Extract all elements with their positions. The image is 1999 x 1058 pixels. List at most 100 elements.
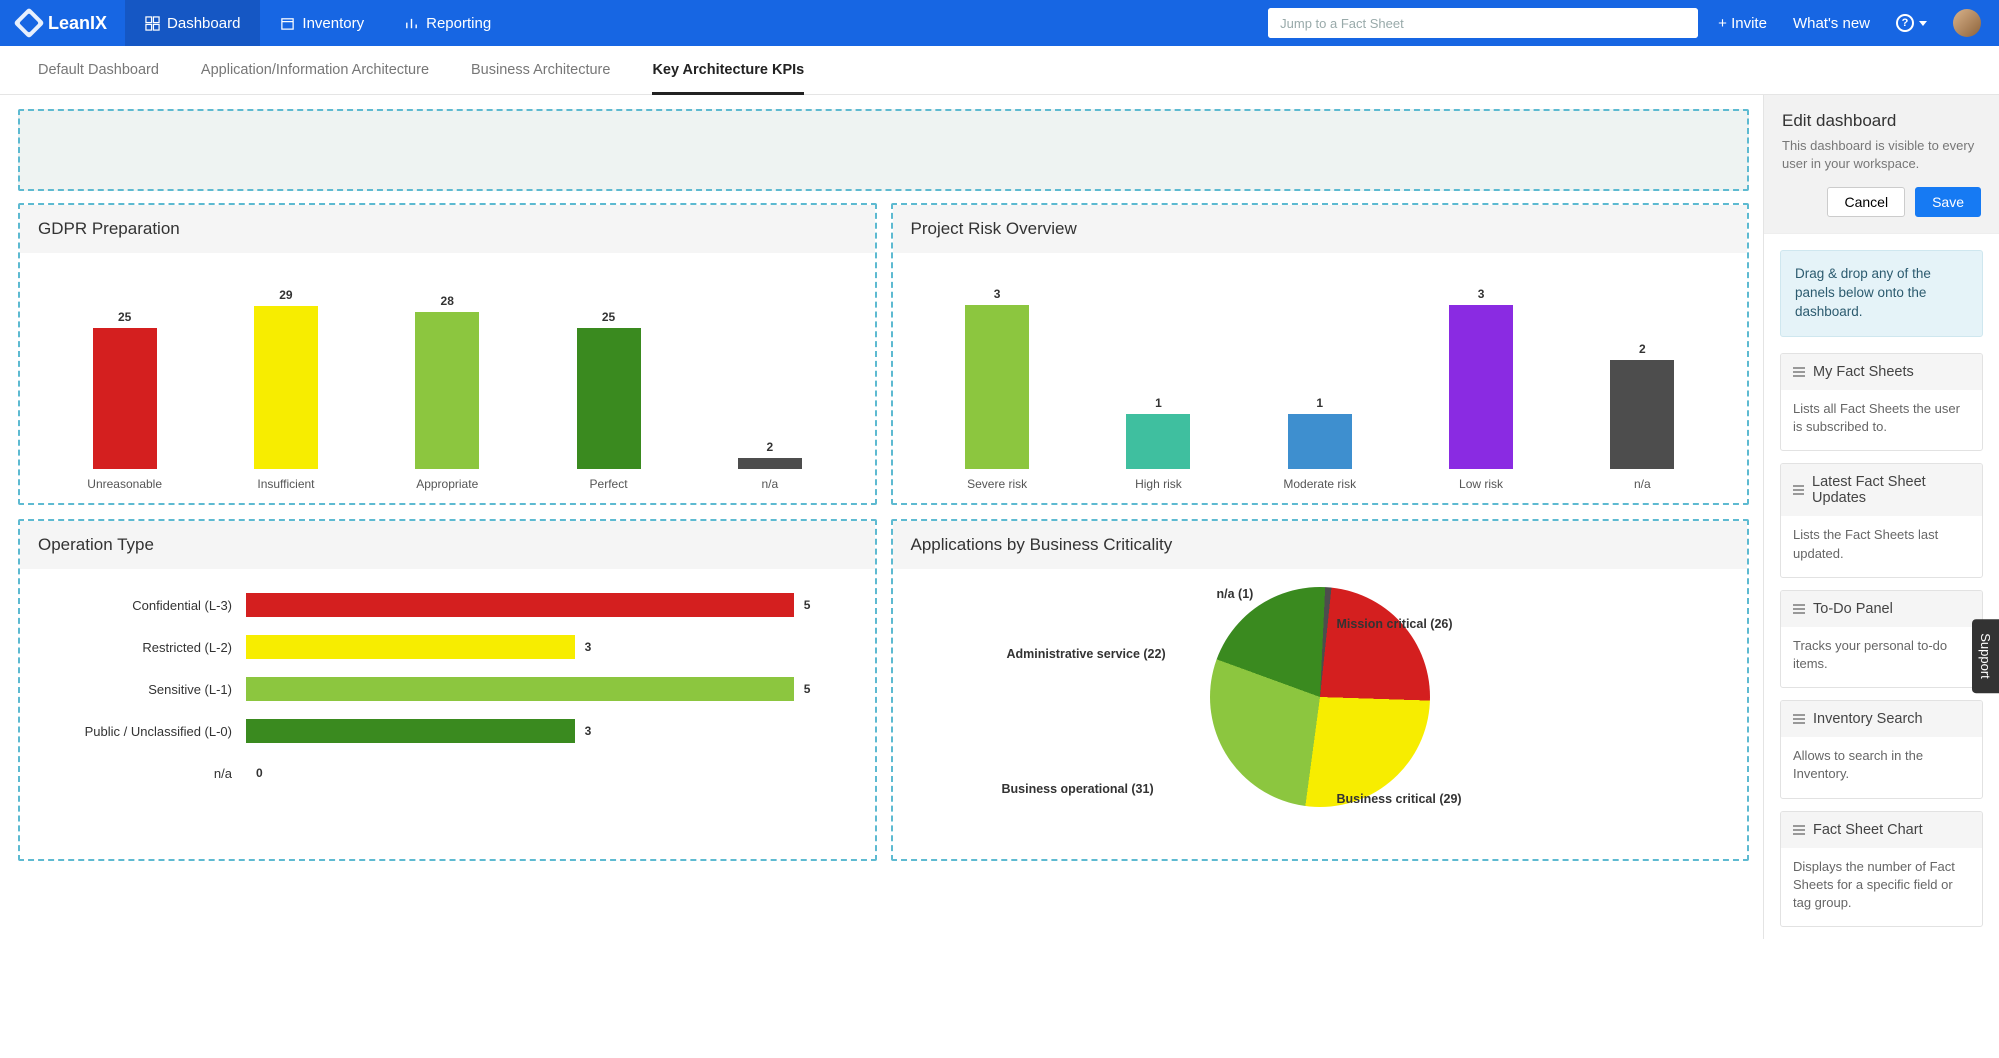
dashboard-icon [145,16,160,31]
panel-library-item[interactable]: To-Do Panel Tracks your personal to-do it… [1780,590,1983,688]
grip-icon [1793,367,1805,377]
hbar-track: 5 [246,593,849,617]
avatar[interactable] [1953,9,1981,37]
pie-label: Administrative service (22) [1007,647,1166,661]
hbar [246,719,575,743]
panel-title: Project Risk Overview [893,205,1748,253]
logo-icon [13,7,44,38]
panel-title: Operation Type [20,521,875,569]
panel-library-item[interactable]: My Fact Sheets Lists all Fact Sheets the … [1780,353,1983,451]
hbar-track: 0 [246,761,849,785]
hbar-row: Confidential (L-3)5 [46,593,849,617]
bar-value: 2 [766,440,773,454]
edit-title: Edit dashboard [1782,111,1981,131]
grip-icon [1793,604,1805,614]
edit-section: Edit dashboard This dashboard is visible… [1764,95,1999,234]
support-tab[interactable]: Support [1972,619,1999,693]
tab-app-info-arch[interactable]: Application/Information Architecture [201,46,429,94]
nav-items: Dashboard Inventory Reporting [125,0,511,46]
panel-library-item[interactable]: Inventory SearchAllows to search in the … [1780,700,1983,798]
bar-label: High risk [1135,477,1182,491]
help-menu[interactable]: ? [1896,14,1927,32]
brand-name: LeanIX [48,13,107,34]
bar [93,328,157,469]
grip-icon [1793,485,1804,495]
panel-card-desc: Lists all Fact Sheets the user is subscr… [1781,390,1982,450]
bar [1126,414,1190,469]
panel-risk[interactable]: Project Risk Overview 3 Severe risk 1 High … [891,203,1750,505]
panel-card-header: My Fact Sheets [1781,354,1982,390]
drag-drop-tip: Drag & drop any of the panels below onto… [1780,250,1983,337]
grip-icon [1793,825,1805,835]
nav-inventory[interactable]: Inventory [260,0,384,46]
search-box[interactable] [1268,8,1698,38]
caret-down-icon [1919,21,1927,26]
nav-dashboard[interactable]: Dashboard [125,0,260,46]
hbar-track: 5 [246,677,849,701]
search-input[interactable] [1268,8,1698,38]
hbar-value: 5 [804,682,811,696]
bar-label: Severe risk [967,477,1027,491]
invite-link[interactable]: + Invite [1718,15,1767,32]
bar [965,305,1029,469]
bar [577,328,641,469]
edit-subtitle: This dashboard is visible to every user … [1782,137,1981,173]
panel-gdpr[interactable]: GDPR Preparation 25Unreasonable29Insuffi… [18,203,877,505]
panel-card-title: To-Do Panel [1813,601,1893,617]
tab-key-kpis[interactable]: Key Architecture KPIs [652,46,804,95]
grip-icon [1793,714,1805,724]
panel-card-desc: Lists the Fact Sheets last updated. [1781,516,1982,576]
bar-label: Appropriate [416,477,478,491]
nav-label: Reporting [426,15,491,32]
edit-sidebar: Edit dashboard This dashboard is visible… [1763,95,1999,939]
nav-right: + Invite What's new ? [1718,9,1999,37]
panel-card-title: My Fact Sheets [1813,364,1914,380]
bar-label: Low risk [1459,477,1503,491]
panel-card-header: To-Do Panel [1781,591,1982,627]
bar-label: Moderate risk [1283,477,1356,491]
drop-area[interactable] [18,109,1749,191]
logo[interactable]: LeanIX [0,12,125,34]
bar-value: 3 [994,287,1001,301]
bar-column: 3 Severe risk [952,287,1042,491]
panel-library-item[interactable]: Latest Fact Sheet UpdatesLists the Fact … [1780,463,1983,577]
whats-new-link[interactable]: What's new [1793,15,1870,32]
tab-business-arch[interactable]: Business Architecture [471,46,610,94]
bar-value: 25 [118,310,131,324]
criticality-chart: Mission critical (26) Business critical (… [907,587,1734,847]
nav-label: Dashboard [167,15,240,32]
bar-column: 25Perfect [564,310,654,491]
bar-value: 25 [602,310,615,324]
cancel-button[interactable]: Cancel [1827,187,1905,217]
hbar-value: 3 [585,640,592,654]
pie-label: Business critical (29) [1337,792,1462,806]
panel-title: Applications by Business Criticality [893,521,1748,569]
panel-card-desc: Tracks your personal to-do items. [1781,627,1982,687]
bar-label: Insufficient [257,477,314,491]
nav-reporting[interactable]: Reporting [384,0,511,46]
tab-default[interactable]: Default Dashboard [38,46,159,94]
save-button[interactable]: Save [1915,187,1981,217]
panel-library-item[interactable]: Fact Sheet ChartDisplays the number of F… [1780,811,1983,928]
dashboard-main: GDPR Preparation 25Unreasonable29Insuffi… [0,95,1763,939]
pie-label: Business operational (31) [1002,782,1154,796]
panel-title: GDPR Preparation [20,205,875,253]
panel-card-header: Fact Sheet Chart [1781,812,1982,848]
hbar-track: 3 [246,719,849,743]
panel-card-desc: Displays the number of Fact Sheets for a… [1781,848,1982,927]
bar-column: 3Low risk [1436,287,1526,491]
bar-column: 29Insufficient [241,288,331,491]
panel-operation[interactable]: Operation Type Confidential (L-3)5 Restri… [18,519,877,861]
hbar-label: Restricted (L-2) [46,640,246,655]
inventory-icon [280,16,295,31]
pie-label: Mission critical (26) [1337,617,1453,631]
panel-criticality[interactable]: Applications by Business Criticality Mis… [891,519,1750,861]
bar-column: 28 Appropriate [402,294,492,492]
bar-value: 28 [441,294,454,308]
bar-value: 1 [1155,396,1162,410]
hbar-row: Sensitive (L-1)5 [46,677,849,701]
reporting-icon [404,16,419,31]
dashboard-tabs: Default Dashboard Application/Informatio… [0,46,1999,95]
bar [1449,305,1513,469]
bar-column: 1 High risk [1113,396,1203,491]
